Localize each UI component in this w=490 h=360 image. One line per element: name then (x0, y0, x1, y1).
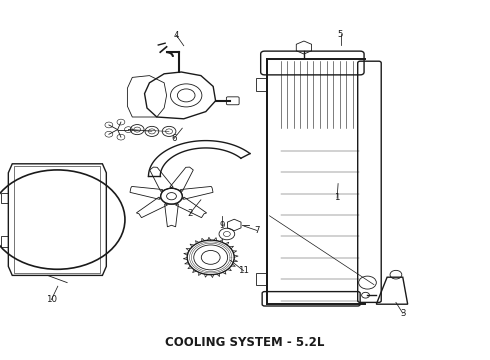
Text: 3: 3 (400, 309, 406, 318)
Bar (256, 78, 267, 91)
Text: 10: 10 (46, 295, 57, 304)
Text: 2: 2 (187, 209, 193, 217)
Text: 5: 5 (338, 30, 343, 39)
Text: 7: 7 (254, 226, 260, 235)
Text: 4: 4 (173, 31, 179, 40)
Text: 11: 11 (238, 266, 249, 275)
Text: 1: 1 (334, 194, 340, 202)
Text: 6: 6 (171, 134, 177, 143)
Text: 9: 9 (220, 221, 224, 230)
Bar (256, 273, 267, 285)
Text: COOLING SYSTEM - 5.2L: COOLING SYSTEM - 5.2L (165, 336, 325, 349)
Bar (1, 193, 8, 203)
Bar (1, 236, 8, 247)
